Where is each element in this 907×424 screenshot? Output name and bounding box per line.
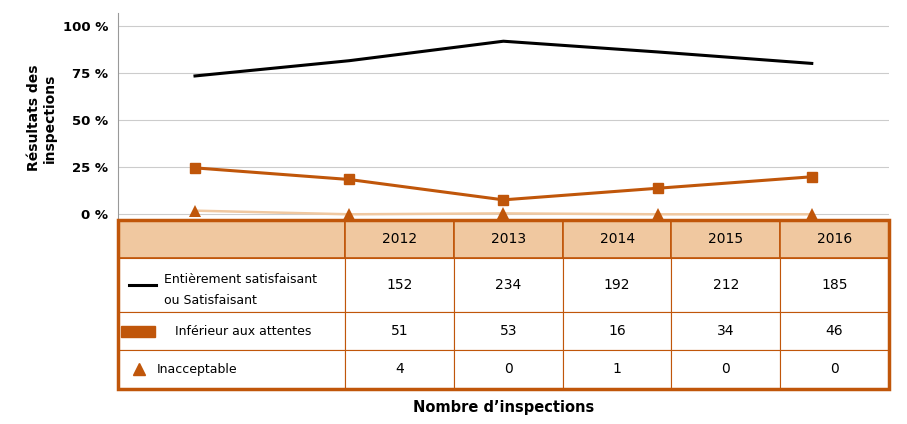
- Y-axis label: Résultats des
inspections: Résultats des inspections: [27, 65, 57, 171]
- Text: Inacceptable: Inacceptable: [157, 363, 237, 376]
- Text: 2016: 2016: [817, 232, 853, 246]
- Text: 46: 46: [825, 324, 844, 338]
- Text: Nombre d’inspections: Nombre d’inspections: [413, 400, 594, 416]
- Text: 192: 192: [604, 278, 630, 292]
- Text: ou Satisfaisant: ou Satisfaisant: [164, 294, 257, 307]
- Text: 212: 212: [713, 278, 739, 292]
- Text: 2014: 2014: [600, 232, 635, 246]
- Text: 0: 0: [830, 363, 839, 377]
- Text: Entièrement satisfaisant: Entièrement satisfaisant: [164, 273, 317, 286]
- Text: 51: 51: [391, 324, 408, 338]
- Text: 4: 4: [395, 363, 404, 377]
- Text: 2013: 2013: [491, 232, 526, 246]
- Text: 0: 0: [721, 363, 730, 377]
- Text: 234: 234: [495, 278, 522, 292]
- Text: 16: 16: [609, 324, 626, 338]
- Text: 2015: 2015: [708, 232, 744, 246]
- Text: 1: 1: [612, 363, 621, 377]
- Text: 152: 152: [386, 278, 413, 292]
- Text: 53: 53: [500, 324, 517, 338]
- Text: 2012: 2012: [382, 232, 417, 246]
- Text: Inférieur aux attentes: Inférieur aux attentes: [175, 325, 311, 338]
- Text: 185: 185: [821, 278, 848, 292]
- Bar: [121, 326, 155, 337]
- Text: 0: 0: [504, 363, 512, 377]
- Text: 34: 34: [717, 324, 735, 338]
